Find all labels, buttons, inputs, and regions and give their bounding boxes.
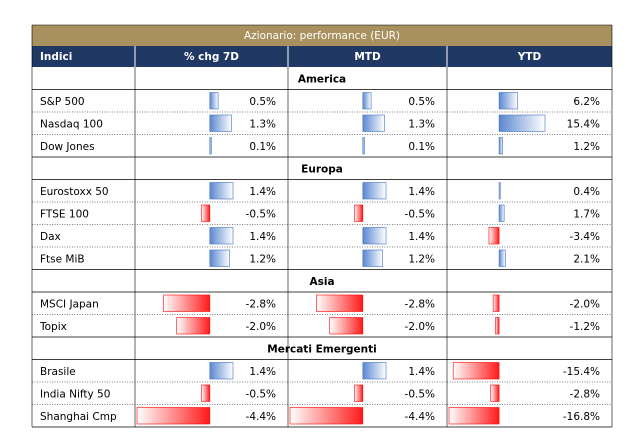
positive-bar bbox=[498, 92, 518, 110]
positive-bar bbox=[209, 362, 234, 380]
index-name: S&P 500 bbox=[40, 96, 85, 108]
value-label: 2.1% bbox=[573, 253, 600, 265]
value-label: 1.3% bbox=[249, 118, 276, 130]
value-label: -4.4% bbox=[246, 411, 276, 423]
value-label: 1.3% bbox=[408, 118, 435, 130]
negative-bar bbox=[354, 384, 364, 402]
value-label: -2.8% bbox=[405, 298, 435, 310]
positive-bar bbox=[498, 114, 546, 132]
value-label: 1.4% bbox=[408, 186, 435, 198]
value-label: -2.8% bbox=[246, 298, 276, 310]
value-label: -0.5% bbox=[246, 388, 276, 400]
value-label: -2.0% bbox=[570, 298, 600, 310]
positive-bar bbox=[209, 114, 232, 132]
negative-bar bbox=[329, 317, 364, 335]
value-label: -3.4% bbox=[570, 231, 600, 243]
index-name: Shanghai Cmp bbox=[40, 411, 117, 423]
value-label: 0.5% bbox=[408, 96, 435, 108]
value-label: -0.5% bbox=[405, 208, 435, 220]
section-label: Mercati Emergenti bbox=[267, 343, 376, 355]
negative-bar bbox=[201, 384, 211, 402]
column-header: MTD bbox=[354, 51, 381, 63]
positive-bar bbox=[498, 137, 503, 155]
value-label: 0.5% bbox=[249, 96, 276, 108]
value-label: -4.4% bbox=[405, 411, 435, 423]
index-name: MSCI Japan bbox=[40, 298, 99, 310]
value-label: 1.2% bbox=[408, 253, 435, 265]
value-label: 1.4% bbox=[408, 366, 435, 378]
section-label: Asia bbox=[309, 276, 334, 288]
value-label: 1.4% bbox=[249, 366, 276, 378]
column-header: % chg 7D bbox=[184, 51, 239, 63]
positive-bar bbox=[498, 204, 505, 222]
value-label: -16.8% bbox=[563, 411, 600, 423]
positive-bar bbox=[498, 249, 506, 267]
positive-bar bbox=[209, 182, 234, 200]
column-header: YTD bbox=[517, 51, 542, 63]
index-name: Ftse MiB bbox=[40, 253, 85, 265]
negative-bar bbox=[495, 317, 500, 335]
negative-bar bbox=[136, 407, 211, 425]
value-label: 0.1% bbox=[249, 141, 276, 153]
negative-bar bbox=[354, 204, 364, 222]
value-label: 0.1% bbox=[408, 141, 435, 153]
positive-bar bbox=[209, 227, 234, 245]
value-label: 1.7% bbox=[573, 208, 600, 220]
section-label: America bbox=[298, 73, 346, 85]
negative-bar bbox=[201, 204, 211, 222]
index-name: Topix bbox=[39, 321, 67, 333]
positive-bar bbox=[362, 227, 387, 245]
index-name: Dow Jones bbox=[40, 141, 95, 153]
value-label: -15.4% bbox=[563, 366, 600, 378]
value-label: 6.2% bbox=[573, 96, 600, 108]
negative-bar bbox=[316, 294, 364, 312]
positive-bar bbox=[209, 92, 219, 110]
value-label: 1.4% bbox=[408, 231, 435, 243]
positive-bar bbox=[209, 249, 230, 267]
value-label: 1.4% bbox=[249, 231, 276, 243]
value-label: -2.8% bbox=[570, 388, 600, 400]
index-name: India Nifty 50 bbox=[40, 388, 110, 400]
positive-bar bbox=[362, 362, 387, 380]
negative-bar bbox=[448, 407, 500, 425]
header-bar bbox=[32, 46, 612, 67]
negative-bar bbox=[492, 294, 500, 312]
value-label: -2.0% bbox=[405, 321, 435, 333]
negative-bar bbox=[176, 317, 211, 335]
index-name: Nasdaq 100 bbox=[40, 118, 103, 130]
index-name: Dax bbox=[40, 231, 61, 243]
negative-bar bbox=[452, 362, 500, 380]
value-label: 0.4% bbox=[573, 186, 600, 198]
positive-bar bbox=[209, 137, 212, 155]
positive-bar bbox=[362, 114, 385, 132]
positive-bar bbox=[362, 137, 365, 155]
index-name: FTSE 100 bbox=[40, 208, 89, 220]
value-label: -0.5% bbox=[246, 208, 276, 220]
value-label: 1.4% bbox=[249, 186, 276, 198]
positive-bar bbox=[362, 182, 387, 200]
value-label: -2.0% bbox=[246, 321, 276, 333]
index-name: Eurostoxx 50 bbox=[40, 186, 109, 198]
value-label: 1.2% bbox=[249, 253, 276, 265]
negative-bar bbox=[289, 407, 364, 425]
value-label: 1.2% bbox=[573, 141, 600, 153]
index-name: Brasile bbox=[40, 366, 76, 378]
positive-bar bbox=[362, 249, 383, 267]
negative-bar bbox=[488, 227, 500, 245]
column-header: Indici bbox=[40, 51, 72, 63]
negative-bar bbox=[163, 294, 211, 312]
table-title: Azionario: performance (EUR) bbox=[244, 30, 400, 42]
value-label: 15.4% bbox=[567, 118, 600, 130]
positive-bar bbox=[498, 182, 501, 200]
title-bar bbox=[32, 25, 612, 46]
value-label: -0.5% bbox=[405, 388, 435, 400]
section-label: Europa bbox=[301, 163, 343, 175]
negative-bar bbox=[490, 384, 500, 402]
positive-bar bbox=[362, 92, 372, 110]
value-label: -1.2% bbox=[570, 321, 600, 333]
